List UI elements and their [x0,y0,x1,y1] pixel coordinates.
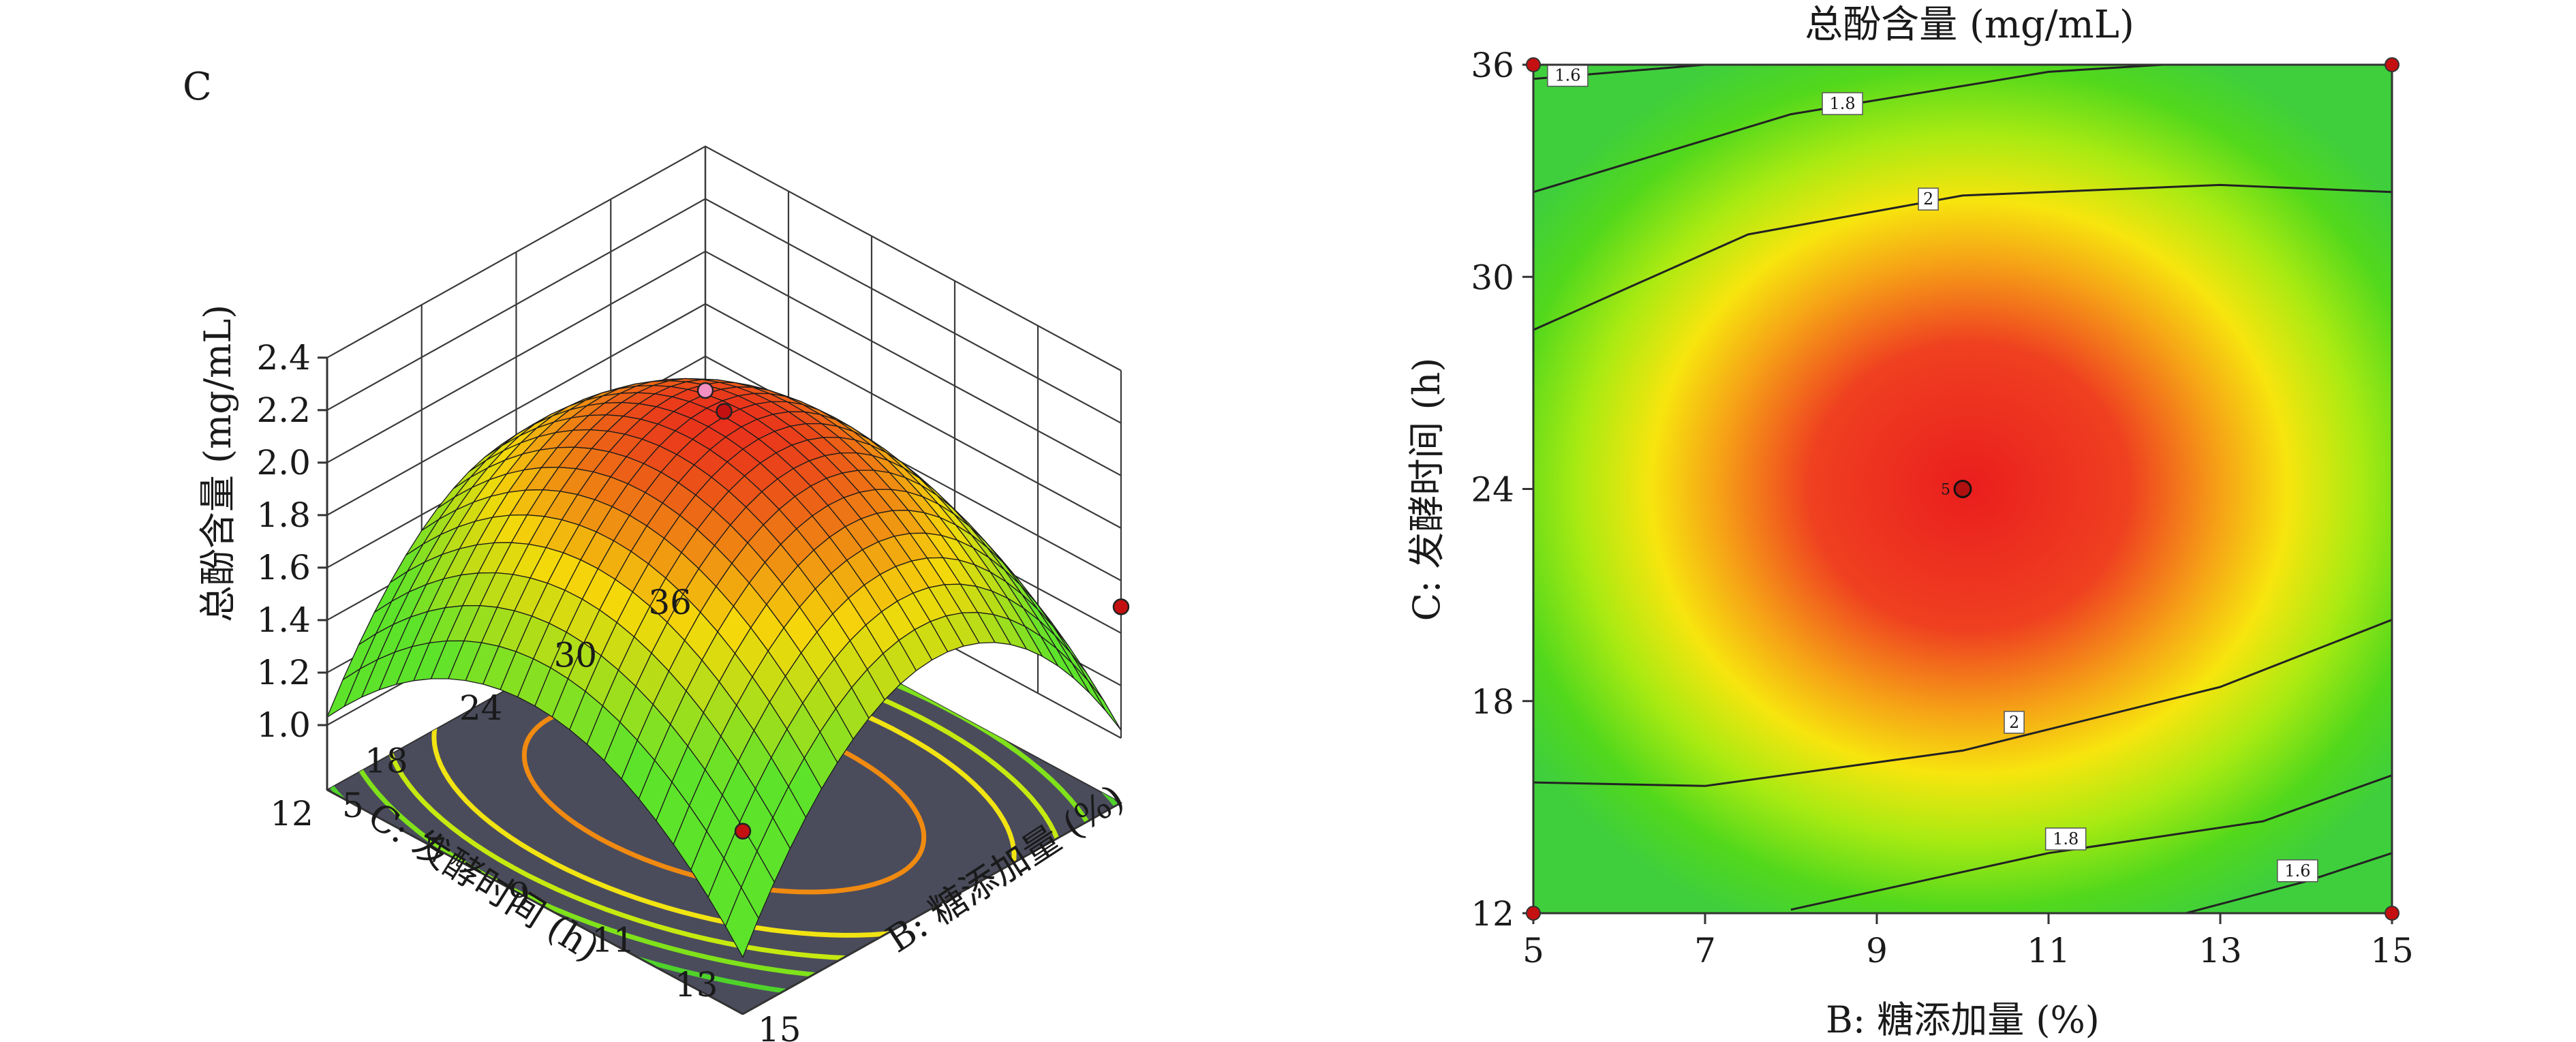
y-tick-label: 36 [1471,46,1514,85]
contour-label-box [1822,92,1863,115]
design-point [696,382,714,399]
contour-label-box [1918,187,1939,211]
y-tick-label: 18 [1471,682,1514,722]
surface-plot: C 1.01.21.41.61.82.02.22.412182430365791… [183,65,1132,1042]
design-point [734,823,752,840]
y-tick-label: 12 [270,794,313,833]
contour-label: 1.8 [1830,94,1856,113]
corner-design-point [2385,57,2399,72]
response-surface [326,378,1122,959]
x-tick-label: 9 [508,876,530,915]
z-tick-label: 1.6 [256,548,311,587]
contour-label: 1.8 [2053,829,2079,848]
contour-x-label: B: 糖添加量 (%) [1826,998,2100,1041]
z-tick-label: 2.2 [256,390,311,430]
y-tick-label: 24 [459,688,503,728]
contour-label-box [2004,711,2025,734]
z-axis-label: 总酚含量 (mg/mL) [196,305,239,622]
contour-title: 总酚含量 (mg/mL) [1805,3,2134,47]
y-tick-label: 30 [554,636,598,675]
y-tick-label: 30 [1471,258,1514,297]
contour-lines [1533,65,2392,913]
contour-label: 2 [1923,189,1933,209]
x-tick-label: 15 [2370,931,2414,970]
panel-letter: C [183,65,212,109]
y-axis-line [742,801,1122,1015]
surface-facet [724,886,759,959]
contour-y-label: C: 发酵时间 (h) [1405,358,1448,622]
x-axis-line [326,788,743,1015]
surface-design-points [696,382,1130,840]
x-tick-label: 11 [592,920,635,960]
center-point [1953,480,1972,498]
contour-label: 1.6 [2284,861,2310,880]
x-tick-label: 13 [675,965,718,1005]
contour-labels: 1.6 1.8 2 2 1.8 1.6 [1547,63,2318,883]
contour-plot: 总酚含量 (mg/mL) 1.6 1.8 2 2 1.8 1.6 5 7 9 11 13 15 12 1… [1405,3,2414,1041]
x-tick-label: 7 [1694,931,1716,970]
contour-line [1533,183,2392,331]
z-tick-label: 1.8 [256,495,311,535]
contour-label: 2 [2009,713,2019,732]
z-tick-label: 2.4 [256,338,311,378]
center-point-label: 5 [1941,482,1950,499]
x-tick-label: 13 [2198,931,2242,970]
x-tick-label: 11 [2027,931,2070,970]
surface-facet [1071,662,1106,711]
corner-design-point [1526,906,1541,921]
contour-line [1790,774,2392,911]
x-tick-label: 7 [425,831,447,870]
z-tick-label: 1.4 [256,600,311,640]
contour-label-box [2277,859,2318,883]
z-gridline [326,145,1122,371]
z-tick-label: 2.0 [256,443,311,482]
contour-label: 1.6 [1554,66,1580,85]
x-tick-label: 5 [342,786,364,825]
y-tick-label: 24 [1471,470,1514,510]
contour-label-box [1547,63,1589,87]
y-tick-label: 36 [648,583,692,622]
y-tick-label: 18 [365,741,408,781]
corner-design-point [1526,57,1541,72]
z-tick-label: 1.0 [256,705,311,745]
x-tick-label: 9 [1866,931,1888,970]
surface-axes [326,357,1122,1015]
corner-design-point [2385,906,2399,921]
x-tick-label: 5 [1522,931,1544,970]
design-point [716,403,733,420]
x-tick-label: 15 [758,1010,801,1042]
contour-line [1533,619,2392,787]
contour-line [1533,65,1712,80]
y-tick-label: 12 [1471,894,1514,934]
contour-ticks: 5 7 9 11 13 15 12 18 24 30 36 [1471,46,2413,970]
design-point [1112,598,1130,615]
contour-design-points: 5 [1526,57,2399,921]
z-tick-label: 1.2 [256,653,311,692]
contour-label-box [2044,827,2087,851]
surface-tick-labels: 1.0 1.2 1.4 1.6 1.8 2.0 2.2 2.4 12 18 24 30 36 5 7 9 11 1… [256,338,801,1042]
contour-line [1533,65,2180,194]
